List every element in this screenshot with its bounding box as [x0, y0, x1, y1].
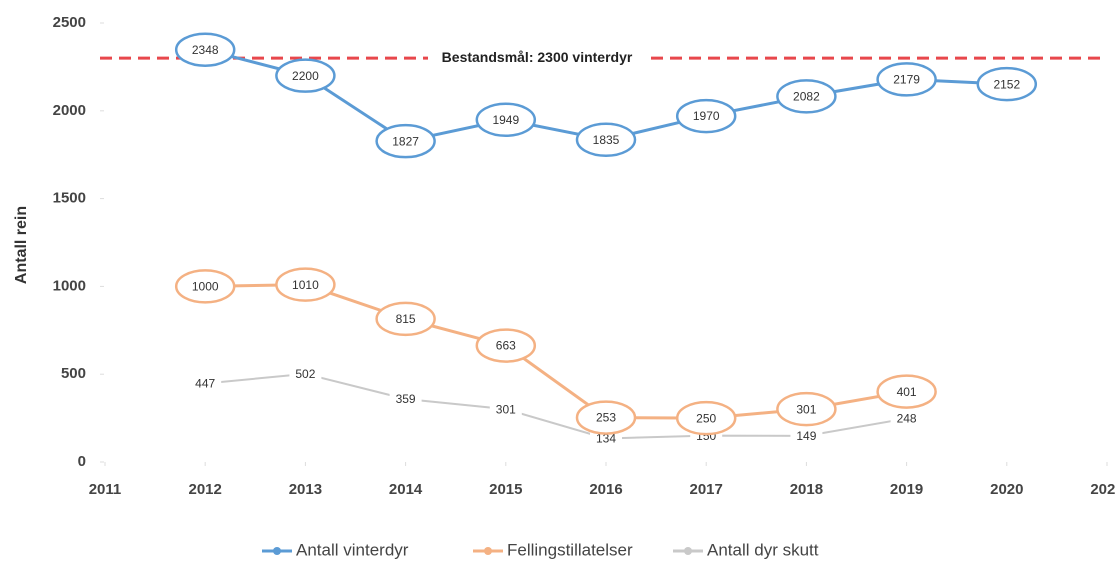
data-label: 502: [295, 367, 315, 381]
data-label-bubble: [174, 32, 236, 67]
data-label: 359: [396, 392, 416, 406]
data-label: 2152: [993, 77, 1020, 91]
data-label: 1000: [192, 280, 219, 294]
data-label-bubble: [475, 328, 537, 363]
data-label-bubble: [575, 400, 637, 435]
data-label: 1827: [392, 134, 419, 148]
legend-marker: [484, 547, 492, 555]
data-label-bg: [489, 401, 522, 418]
x-tick-label: 2020: [990, 481, 1023, 498]
data-label: 134: [596, 432, 616, 446]
data-label: 149: [796, 429, 816, 443]
x-tick-label: 2012: [189, 481, 222, 498]
data-label-bubble: [475, 102, 537, 138]
legend-marker: [273, 547, 281, 555]
data-label-bubble: [375, 123, 436, 159]
x-tick-label: 2016: [589, 481, 622, 498]
data-label: 1970: [693, 109, 720, 123]
y-tick-label: 2000: [53, 102, 86, 119]
y-tick-label: 500: [61, 365, 86, 382]
x-tick-label: 2019: [890, 481, 923, 498]
data-label: 253: [596, 411, 616, 425]
y-tick-label: 2500: [53, 14, 86, 31]
legend-label: Fellingstillatelser: [507, 540, 633, 559]
data-label-bg: [189, 375, 222, 392]
data-label-bubble: [375, 301, 436, 337]
annotation: Bestandsmål: 2300 vinterdyr: [442, 49, 633, 65]
data-label-bubble: [275, 267, 336, 302]
data-label: 2200: [292, 69, 319, 83]
y-tick-label: 0: [78, 453, 86, 470]
x-tick-label: 2011: [89, 481, 122, 498]
data-label: 301: [796, 402, 816, 416]
y-tick-label: 1500: [53, 190, 86, 207]
data-label-bg: [289, 365, 322, 382]
data-label: 401: [897, 385, 917, 399]
data-label-bubble: [876, 374, 937, 409]
data-label-bubble: [776, 391, 837, 427]
data-label-bg: [590, 430, 622, 447]
data-label-bg: [389, 390, 422, 407]
data-label-bubble: [275, 58, 336, 93]
data-label: 301: [496, 402, 516, 416]
data-label: 250: [696, 411, 716, 425]
data-label: 447: [195, 377, 215, 391]
legend-label: Antall dyr skutt: [707, 540, 819, 559]
data-label-bubble: [876, 62, 937, 97]
y-axis-label: Antall rein: [13, 206, 30, 284]
data-label-bubble: [976, 66, 1038, 102]
data-label: 1010: [292, 278, 319, 292]
data-label-bg: [790, 427, 823, 444]
data-label-bubble: [575, 122, 637, 158]
x-tick-label: 2013: [289, 481, 322, 498]
annotation-bg: [428, 47, 646, 70]
data-label: 815: [396, 312, 416, 326]
data-label: 2082: [793, 90, 820, 104]
y-tick-label: 1000: [53, 277, 86, 294]
x-tick-label: 2021: [1090, 481, 1115, 498]
legend-marker: [684, 547, 692, 555]
data-label-bubble: [675, 98, 737, 134]
data-label: 663: [496, 339, 516, 353]
data-label-bubble: [675, 400, 737, 436]
data-label-bg: [890, 410, 923, 427]
data-label: 2179: [893, 73, 920, 87]
series-line: [205, 372, 907, 440]
data-label: 1835: [593, 133, 620, 147]
legend-label: Antall vinterdyr: [296, 540, 409, 559]
x-tick-label: 2015: [489, 481, 522, 498]
data-label: 248: [897, 412, 917, 426]
x-tick-label: 2018: [790, 481, 823, 498]
data-label: 1949: [492, 113, 519, 127]
data-label-bubble: [776, 79, 837, 114]
x-tick-label: 2014: [389, 481, 423, 498]
data-label: 2348: [192, 43, 219, 57]
data-label-bubble: [174, 269, 236, 304]
x-tick-label: 2017: [690, 481, 723, 498]
